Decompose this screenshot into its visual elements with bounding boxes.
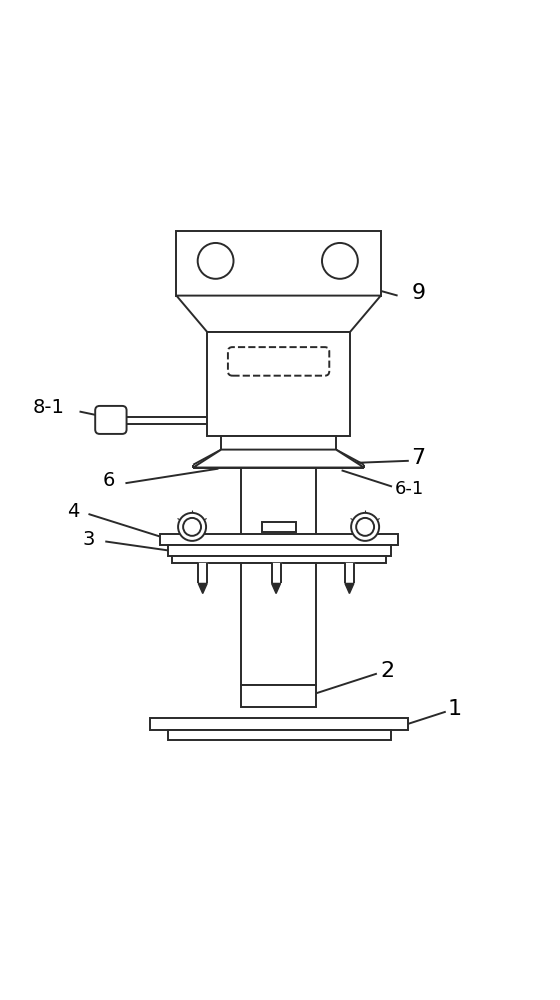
Text: 6-1: 6-1 [395, 480, 424, 498]
Circle shape [198, 243, 234, 279]
Bar [241, 685, 316, 707]
Bar [168, 730, 391, 740]
Polygon shape [193, 450, 364, 468]
Text: 8-1: 8-1 [32, 398, 64, 417]
Bar [160, 534, 398, 545]
Polygon shape [345, 583, 354, 594]
Text: 2: 2 [381, 661, 395, 681]
Polygon shape [345, 563, 354, 583]
Circle shape [322, 243, 358, 279]
Text: 4: 4 [67, 502, 80, 521]
Circle shape [351, 513, 379, 541]
Polygon shape [272, 563, 281, 583]
Bar [150, 718, 408, 730]
Bar [241, 563, 316, 685]
Text: 7: 7 [412, 448, 426, 468]
Polygon shape [272, 583, 281, 594]
Text: 6: 6 [102, 471, 115, 490]
Bar [168, 545, 391, 556]
Bar [241, 468, 316, 545]
Bar [262, 522, 296, 532]
FancyBboxPatch shape [95, 406, 127, 434]
Polygon shape [198, 583, 207, 594]
Text: 3: 3 [83, 530, 95, 549]
Bar [221, 436, 336, 450]
Circle shape [178, 513, 206, 541]
Polygon shape [198, 563, 207, 583]
Bar [176, 231, 381, 296]
Bar [207, 332, 350, 436]
Text: 9: 9 [412, 283, 426, 303]
Bar [172, 556, 386, 563]
Text: 1: 1 [448, 699, 462, 719]
Polygon shape [176, 296, 381, 332]
